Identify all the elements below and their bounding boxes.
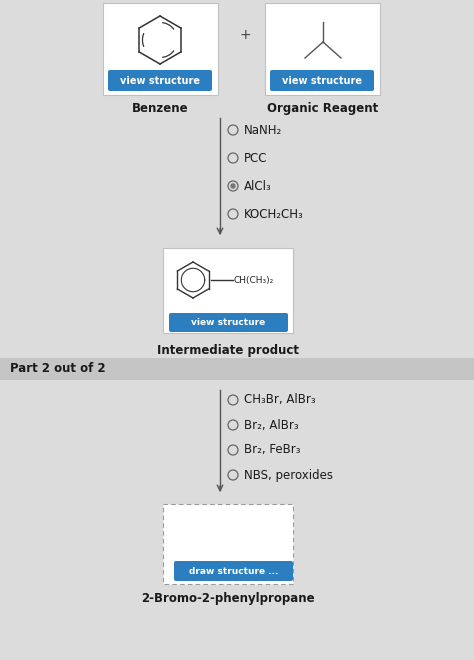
Text: NaNH₂: NaNH₂ — [244, 123, 282, 137]
Text: draw structure ...: draw structure ... — [189, 566, 278, 576]
Bar — [0, 358, 474, 380]
Bar — [163, 248, 293, 333]
Text: Br₂, FeBr₃: Br₂, FeBr₃ — [244, 444, 301, 457]
Text: +: + — [239, 28, 251, 42]
Text: view structure: view structure — [282, 75, 362, 86]
Bar — [163, 504, 293, 584]
FancyBboxPatch shape — [174, 561, 293, 581]
Text: 2-Bromo-2-phenylpropane: 2-Bromo-2-phenylpropane — [141, 592, 315, 605]
Text: AlCl₃: AlCl₃ — [244, 180, 272, 193]
FancyBboxPatch shape — [108, 70, 212, 91]
Text: Organic Reagent: Organic Reagent — [267, 102, 379, 115]
Text: view structure: view structure — [120, 75, 200, 86]
Text: Benzene: Benzene — [132, 102, 188, 115]
Text: Br₂, AlBr₃: Br₂, AlBr₃ — [244, 418, 299, 432]
Text: PCC: PCC — [244, 152, 267, 164]
Text: Intermediate product: Intermediate product — [157, 344, 299, 357]
Text: KOCH₂CH₃: KOCH₂CH₃ — [244, 207, 304, 220]
FancyBboxPatch shape — [169, 313, 288, 332]
Text: CH₃Br, AlBr₃: CH₃Br, AlBr₃ — [244, 393, 316, 407]
FancyBboxPatch shape — [270, 70, 374, 91]
Text: view structure: view structure — [191, 318, 265, 327]
Text: CH(CH₃)₂: CH(CH₃)₂ — [234, 275, 274, 284]
Text: Part 2 out of 2: Part 2 out of 2 — [10, 362, 106, 376]
Bar — [265, 3, 380, 95]
Text: NBS, peroxides: NBS, peroxides — [244, 469, 333, 482]
Bar — [103, 3, 218, 95]
Circle shape — [230, 183, 236, 189]
